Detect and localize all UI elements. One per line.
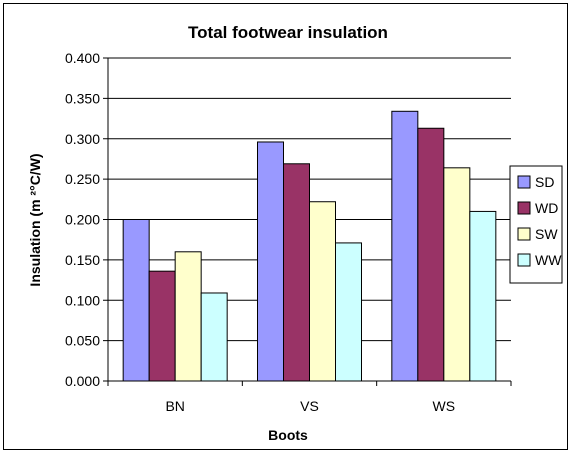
bar-sw-bn	[174, 251, 202, 382]
legend-label-wd: WD	[535, 200, 558, 216]
bar-sw-ws	[443, 167, 471, 382]
bar-ww-vs	[335, 242, 362, 382]
x-tick-label: WS	[433, 398, 456, 414]
legend-swatch-sw	[517, 227, 531, 241]
y-tick-label: 0.200	[65, 212, 100, 228]
x-tick-label: BN	[165, 398, 184, 414]
bar-wd-bn	[148, 270, 176, 382]
y-tick-label: 0.100	[65, 292, 100, 308]
y-tick-label: 0.250	[65, 171, 100, 187]
y-tick-label: 0.000	[65, 373, 100, 389]
x-axis-title: Boots	[268, 427, 308, 443]
legend-label-sd: SD	[535, 174, 554, 190]
bar-wd-vs	[283, 163, 310, 382]
bar-wd-ws	[417, 127, 445, 382]
bar-ww-bn	[200, 292, 228, 382]
y-tick-label: 0.350	[65, 90, 100, 106]
legend-swatch-sd	[517, 175, 531, 189]
y-tick-label: 0.050	[65, 333, 100, 349]
y-tick-label: 0.300	[65, 131, 100, 147]
chart-title: Total footwear insulation	[188, 23, 388, 42]
legend-label-sw: SW	[535, 226, 558, 242]
y-tick-label: 0.400	[65, 50, 100, 66]
bar-sw-vs	[309, 201, 336, 382]
y-tick-label: 0.150	[65, 252, 100, 268]
axes	[103, 57, 512, 386]
legend-swatch-wd	[517, 201, 531, 215]
bar-sd-vs	[257, 141, 284, 382]
bar-ww-ws	[469, 210, 497, 382]
legend-swatch-ww	[517, 253, 531, 267]
x-tick-label: VS	[300, 398, 319, 414]
y-tick-labels: 0.000 0.050 0.100 0.150 0.200 0.250 0.300 0.350…	[65, 50, 100, 389]
bar-sd-ws	[391, 110, 419, 382]
bar-sd-bn	[122, 219, 150, 382]
y-axis-title: Insulation (m ²°C/W)	[27, 153, 43, 286]
bars	[122, 110, 497, 382]
legend: SD WD SW WW	[509, 165, 563, 284]
x-tick-labels: BN VS WS	[165, 398, 455, 414]
legend-label-ww: WW	[535, 252, 562, 268]
